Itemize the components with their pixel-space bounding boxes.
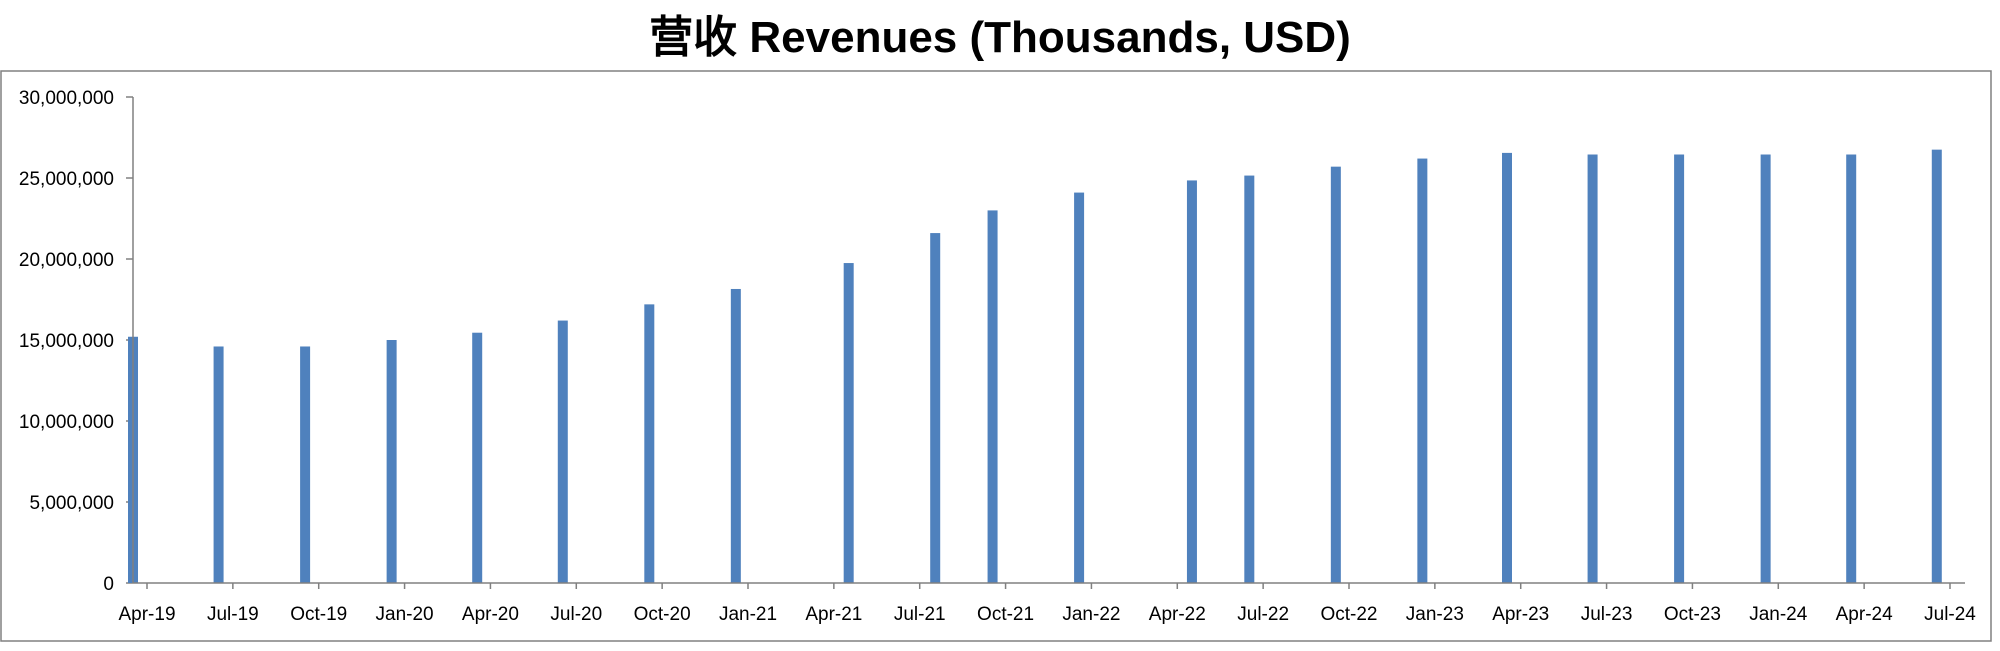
revenue-bar	[1674, 154, 1685, 583]
x-tick-label: Oct-19	[290, 604, 347, 625]
x-tick-label: Apr-21	[805, 604, 862, 625]
y-tick-label: 10,000,000	[19, 412, 114, 433]
revenue-bar	[1186, 180, 1197, 583]
x-tick-label: Jan-20	[376, 604, 434, 625]
x-tick-label: Jul-22	[1237, 604, 1289, 625]
revenue-bar	[1502, 152, 1512, 583]
revenue-bar	[730, 288, 741, 583]
chart-title: 营收 Revenues (Thousands, USD)	[649, 13, 1351, 62]
revenue-bar	[644, 304, 655, 583]
x-tick-label: Jan-21	[719, 604, 777, 625]
revenue-bar	[1244, 175, 1255, 583]
x-tick-label: Apr-22	[1149, 604, 1206, 625]
revenue-bar	[386, 340, 397, 583]
y-tick-label: 25,000,000	[19, 169, 114, 190]
x-tick-label: Apr-24	[1836, 604, 1893, 625]
x-tick-label: Jul-21	[894, 604, 946, 625]
x-tick-label: Oct-21	[977, 604, 1034, 625]
revenue-bar	[1417, 158, 1428, 583]
revenue-bar	[1931, 149, 1942, 583]
revenue-bar	[300, 346, 311, 583]
x-tick-label: Jul-23	[1581, 604, 1633, 625]
x-axis-ticks: Apr-19 Jul-19 Oct-19 Jan-20 Apr-20 Jul-20 Oct-…	[118, 583, 1976, 625]
y-tick-label: 5,000,000	[29, 493, 114, 514]
x-tick-label: Jan-22	[1062, 604, 1120, 625]
x-tick-label: Jul-20	[550, 604, 602, 625]
x-tick-label: Apr-23	[1492, 604, 1549, 625]
revenue-bar	[1330, 166, 1341, 583]
x-tick-label: Jan-23	[1406, 604, 1464, 625]
x-tick-label: Jul-19	[207, 604, 259, 625]
revenue-bar	[1074, 192, 1085, 583]
revenue-bar	[1587, 154, 1598, 583]
x-tick-label: Oct-22	[1320, 604, 1377, 625]
bar-series	[128, 149, 1942, 583]
y-tick-label: 20,000,000	[19, 250, 114, 271]
revenue-bar	[472, 332, 483, 583]
y-tick-label: 0	[103, 574, 114, 595]
x-tick-label: Oct-20	[634, 604, 691, 625]
plot-area-border	[0, 70, 1992, 642]
x-tick-label: Jul-24	[1924, 604, 1976, 625]
y-tick-label: 30,000,000	[19, 88, 114, 109]
y-tick-label: 15,000,000	[19, 331, 114, 352]
revenue-bar	[213, 346, 224, 583]
revenue-bar	[843, 263, 854, 583]
y-axis-ticks: 0 5,000,000 10,000,000 15,000,000 20,000,000…	[19, 88, 133, 595]
x-tick-label: Jan-24	[1749, 604, 1808, 625]
revenue-bar	[557, 320, 568, 583]
revenue-bar	[1760, 154, 1771, 583]
revenue-bar	[930, 233, 941, 583]
revenue-bar	[1846, 154, 1857, 583]
x-tick-label: Apr-19	[118, 604, 175, 625]
x-tick-label: Oct-23	[1664, 604, 1721, 625]
x-tick-label: Apr-20	[462, 604, 519, 625]
revenue-bar	[987, 210, 998, 583]
